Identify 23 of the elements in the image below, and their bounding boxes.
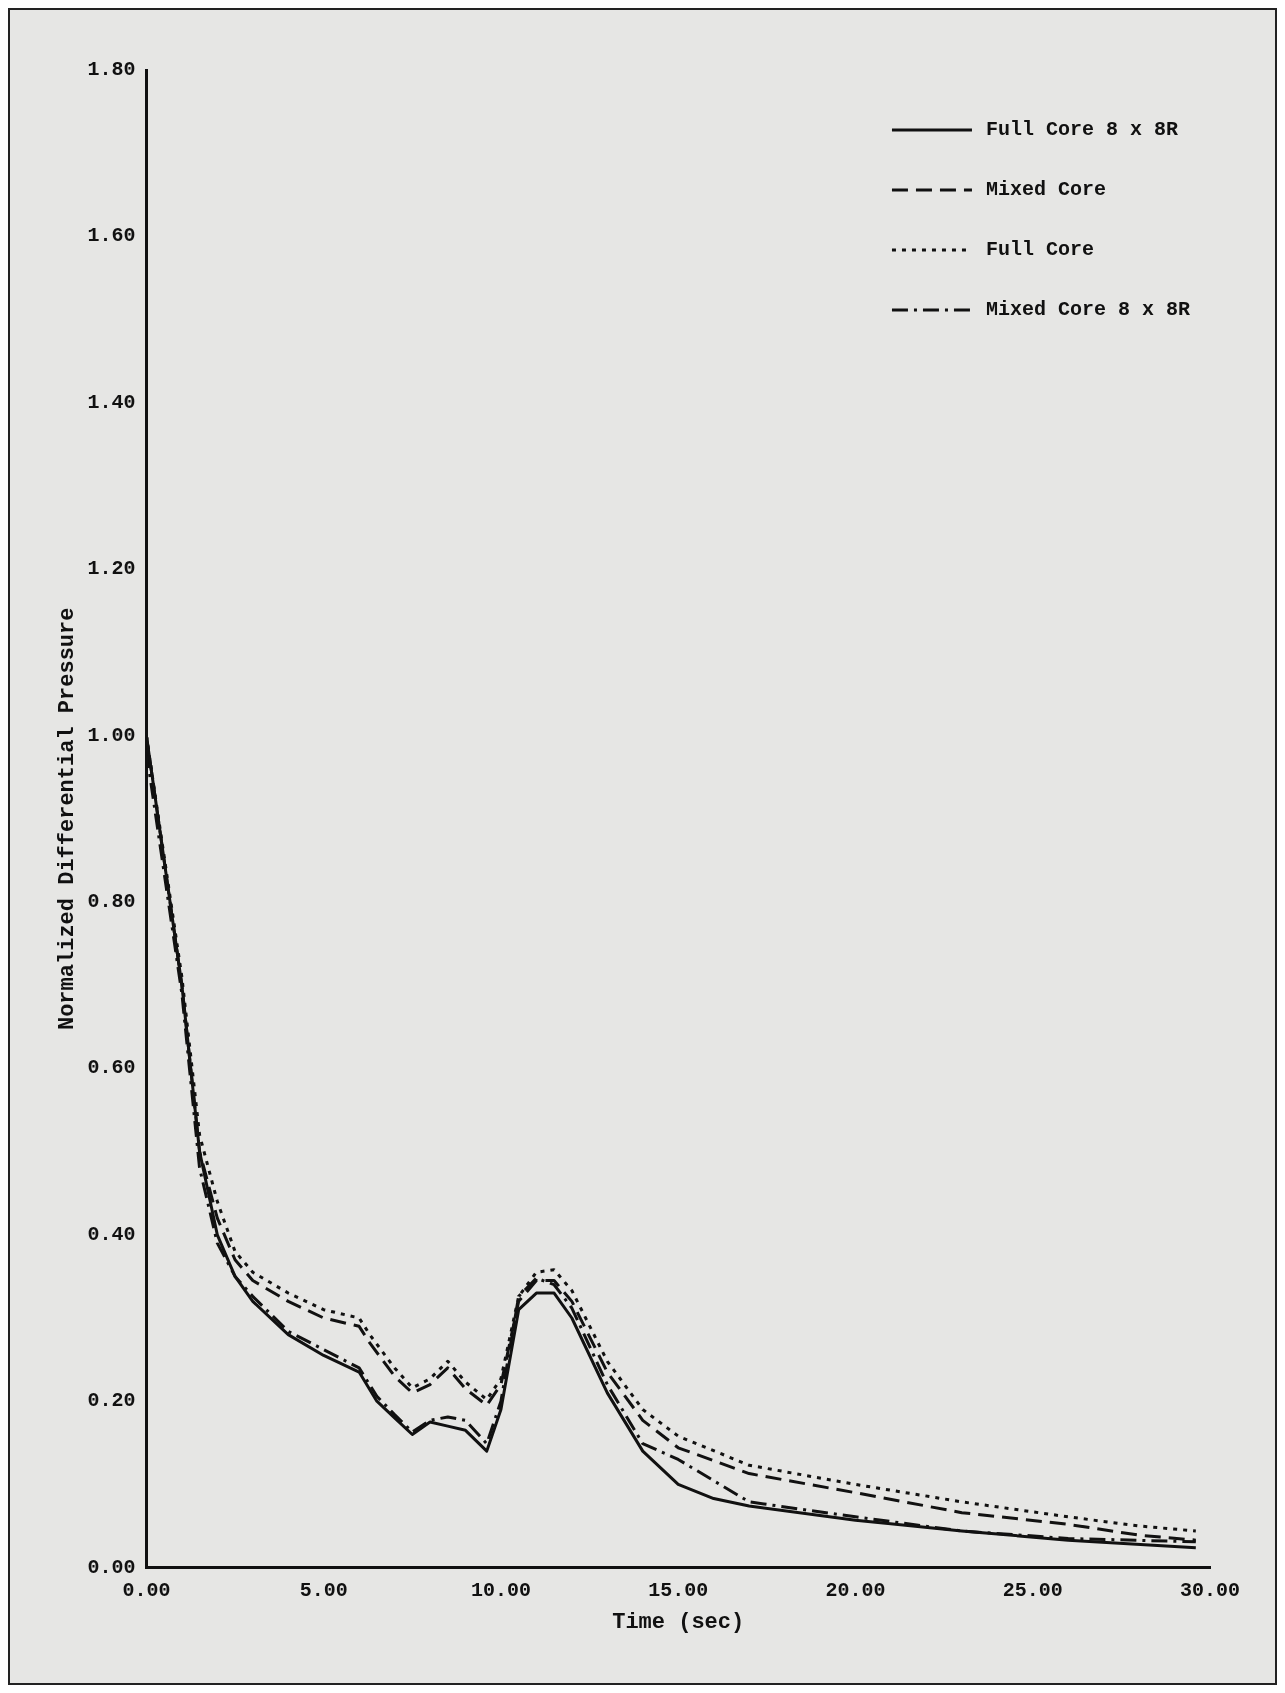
- y-tick-label: 0.40: [87, 1222, 136, 1246]
- legend-label: Mixed Core: [985, 178, 1106, 202]
- x-tick-label: 0.00: [122, 1578, 171, 1602]
- x-tick-label: 15.00: [648, 1578, 709, 1602]
- y-tick-label: 1.40: [87, 390, 136, 414]
- x-tick-label: 5.00: [299, 1578, 348, 1602]
- y-tick-label: 0.80: [87, 890, 136, 914]
- y-axis-title: Normalized Differential Pressure: [54, 607, 80, 1031]
- x-axis-title: Time (sec): [612, 1610, 745, 1636]
- y-tick-label: 1.80: [87, 58, 136, 82]
- x-tick-label: 20.00: [825, 1578, 886, 1602]
- x-tick-label: 10.00: [470, 1578, 531, 1602]
- x-tick-label: 30.00: [1179, 1578, 1241, 1602]
- legend-label: Full Core: [985, 238, 1094, 262]
- x-tick-label: 25.00: [1002, 1578, 1063, 1602]
- y-tick-label: 0.00: [87, 1555, 136, 1579]
- y-tick-label: 1.60: [87, 224, 136, 248]
- legend-label: Full Core 8 x 8R: [985, 118, 1178, 142]
- y-tick-label: 1.00: [87, 723, 136, 747]
- y-tick-label: 0.60: [87, 1056, 136, 1080]
- y-tick-label: 0.20: [87, 1389, 136, 1413]
- legend-label: Mixed Core 8 x 8R: [985, 298, 1191, 322]
- y-tick-label: 1.20: [87, 557, 136, 581]
